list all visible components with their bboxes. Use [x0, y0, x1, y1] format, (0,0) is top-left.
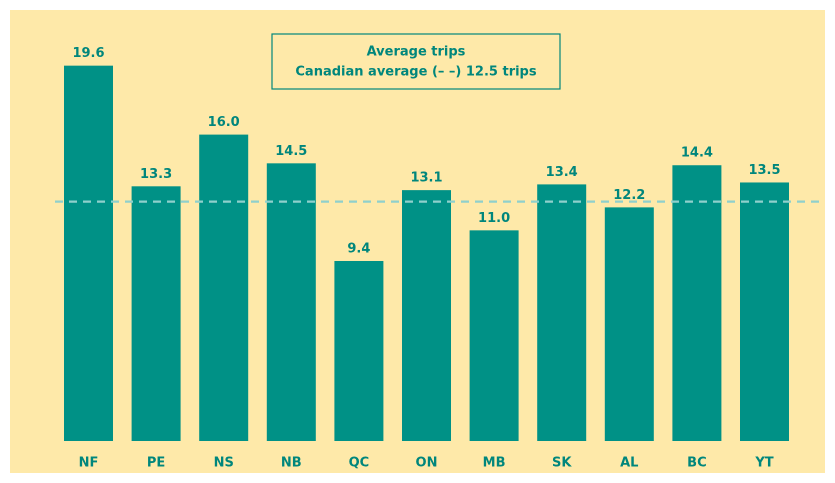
- legend-reference: Canadian average (– –) 12.5 trips: [295, 65, 536, 80]
- value-label: 14.4: [681, 146, 713, 161]
- value-label: 9.4: [347, 241, 370, 256]
- legend-box: [271, 33, 561, 90]
- value-label: 13.3: [140, 167, 172, 182]
- bar: [199, 134, 249, 441]
- x-tick-label: PE: [147, 456, 165, 471]
- value-label: 11.0: [478, 211, 510, 226]
- bar: [469, 230, 519, 441]
- bar: [402, 190, 451, 441]
- bar: [740, 182, 789, 441]
- value-label: 13.5: [748, 163, 780, 178]
- value-label: 13.1: [410, 171, 442, 186]
- value-label: 12.2: [613, 188, 645, 203]
- x-tick-label: SK: [552, 456, 572, 471]
- value-label: 19.6: [72, 46, 104, 61]
- x-tick-label: BC: [687, 456, 706, 471]
- x-tick-label: NB: [281, 456, 302, 471]
- x-tick-label: YT: [754, 456, 773, 471]
- value-label: 13.4: [546, 165, 578, 180]
- value-label: 16.0: [208, 115, 240, 130]
- bar: [64, 65, 113, 441]
- x-tick-label: QC: [349, 456, 370, 471]
- x-tick-label: ON: [416, 456, 438, 471]
- bar: [266, 163, 316, 441]
- x-tick-label: NF: [79, 456, 99, 471]
- bar: [131, 186, 181, 441]
- legend-title: Average trips: [367, 45, 466, 60]
- bar: [672, 165, 722, 442]
- value-label: 14.5: [275, 144, 307, 159]
- bar: [334, 260, 384, 441]
- x-tick-label: MB: [483, 456, 506, 471]
- x-tick-label: AL: [620, 456, 638, 471]
- x-tick-label: NS: [214, 456, 234, 471]
- bar: [604, 207, 654, 441]
- bar: [537, 184, 587, 441]
